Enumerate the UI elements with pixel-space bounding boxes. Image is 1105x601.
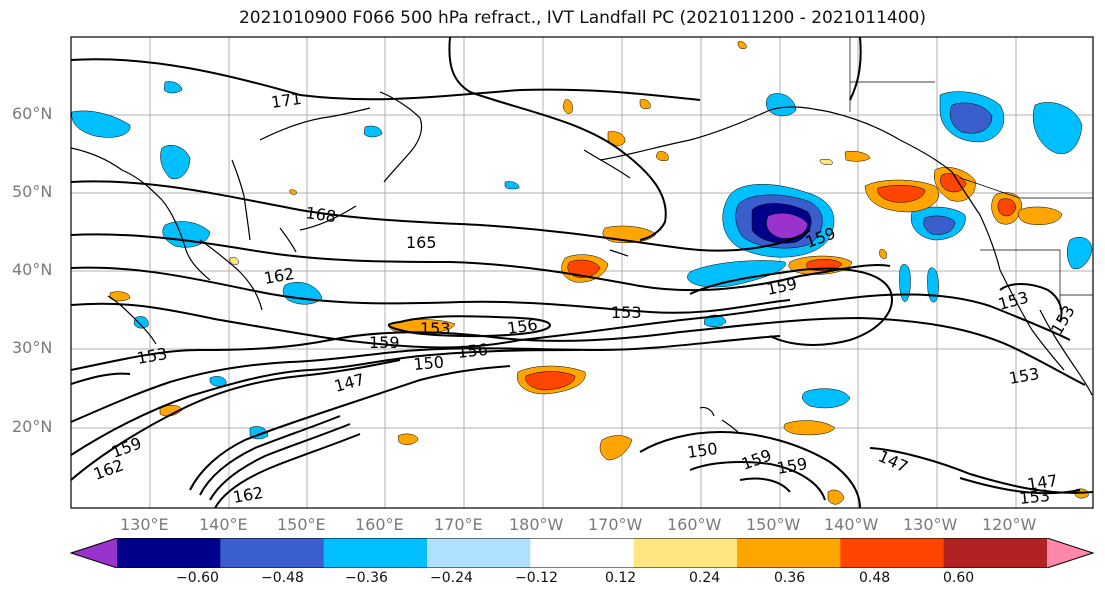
svg-text:153: 153 bbox=[420, 319, 451, 338]
map-title: 2021010900 F066 500 hPa refract., IVT La… bbox=[238, 8, 926, 28]
svg-text:156: 156 bbox=[456, 340, 488, 362]
colorbar-segment bbox=[737, 538, 841, 568]
lon-label: 130°W bbox=[903, 515, 958, 534]
lon-label: 150°W bbox=[746, 515, 801, 534]
lon-label: 180°W bbox=[509, 515, 564, 534]
coastlines bbox=[71, 91, 1093, 435]
colorbar-tick: 0.24 bbox=[689, 570, 721, 586]
colorbar-tick: 0.12 bbox=[605, 570, 637, 586]
colorbar-tick: 0.36 bbox=[774, 570, 806, 586]
lon-label: 170°W bbox=[588, 515, 643, 534]
lon-label: 140°W bbox=[824, 515, 879, 534]
colorbar-segment bbox=[530, 538, 635, 568]
lon-label: 160°W bbox=[667, 515, 722, 534]
lat-label-60n: 60°N bbox=[12, 104, 53, 123]
svg-text:168: 168 bbox=[304, 203, 337, 226]
svg-text:159: 159 bbox=[369, 333, 400, 352]
colorbar-tick: 0.60 bbox=[943, 570, 975, 586]
lat-label-30n: 30°N bbox=[12, 338, 53, 357]
svg-text:165: 165 bbox=[406, 233, 437, 252]
lon-label: 160°E bbox=[355, 515, 404, 534]
lat-label-50n: 50°N bbox=[12, 182, 53, 201]
colorbar-extend-low bbox=[71, 538, 117, 568]
lon-label: 170°E bbox=[434, 515, 483, 534]
colorbar-tick: 0.48 bbox=[859, 570, 891, 586]
lat-label-40n: 40°N bbox=[12, 260, 53, 279]
political-boundaries bbox=[849, 37, 1093, 310]
colorbar-segment bbox=[840, 538, 945, 568]
svg-text:150: 150 bbox=[686, 439, 719, 462]
negative-anomaly-fills bbox=[71, 81, 1093, 440]
colorbar-segment bbox=[943, 538, 1048, 568]
positive-anomaly-fills bbox=[109, 41, 1089, 505]
colorbar-segment bbox=[427, 538, 531, 568]
colorbar-tick: −0.48 bbox=[261, 570, 304, 586]
colorbar-tick: −0.36 bbox=[345, 570, 388, 586]
colorbar-tick: −0.60 bbox=[176, 570, 219, 586]
svg-text:150: 150 bbox=[413, 352, 445, 374]
lon-label: 120°W bbox=[982, 515, 1037, 534]
map-frame bbox=[70, 36, 1094, 509]
lon-label: 140°E bbox=[199, 515, 248, 534]
lon-label: 130°E bbox=[120, 515, 169, 534]
colorbar-segment bbox=[633, 538, 738, 568]
colorbar-segment bbox=[323, 538, 428, 568]
svg-text:171: 171 bbox=[270, 89, 303, 112]
svg-text:153: 153 bbox=[1018, 486, 1050, 508]
svg-text:153: 153 bbox=[611, 303, 642, 322]
colorbar-tick: −0.12 bbox=[515, 570, 558, 586]
lat-label-20n: 20°N bbox=[12, 417, 53, 436]
lon-label: 150°E bbox=[277, 515, 326, 534]
svg-text:147: 147 bbox=[1026, 471, 1059, 494]
svg-text:156: 156 bbox=[506, 315, 539, 338]
colorbar-segment bbox=[117, 538, 221, 568]
colorbar-segment bbox=[220, 538, 325, 568]
colorbar bbox=[69, 538, 1095, 568]
height-contours bbox=[71, 37, 1093, 508]
colorbar-tick: −0.24 bbox=[430, 570, 473, 586]
colorbar-extend-high bbox=[1047, 538, 1093, 568]
